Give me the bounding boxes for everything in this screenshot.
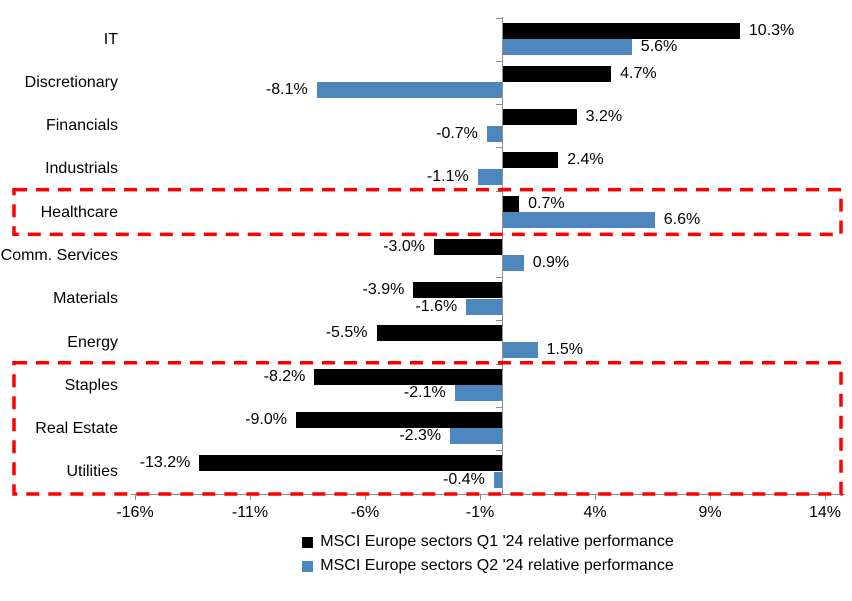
x-axis-label-16: -16% (116, 504, 154, 521)
bar-label-q1-financials: 3.2% (585, 108, 623, 126)
healthcare-highlight-box (12, 187, 843, 237)
y-axis-line (502, 17, 503, 494)
bar-label-q1-utilities: -13.2% (139, 454, 191, 472)
bar-q1-discretionary (503, 65, 612, 82)
bar-label-q1-it: 10.3% (748, 21, 795, 39)
y-axis-row-tick (496, 60, 503, 62)
bar-q2-real-estate (450, 428, 503, 445)
category-label-healthcare: Healthcare (40, 203, 118, 221)
category-label-discretionary: Discretionary (24, 73, 118, 91)
x-axis-line (131, 494, 845, 495)
bar-label-q1-healthcare: 0.7% (528, 194, 565, 212)
bar-label-q2-staples: -2.1% (403, 384, 446, 402)
category-label-energy: Energy (67, 333, 118, 351)
bar-label-q2-materials: -1.6% (415, 297, 458, 315)
bar-label-q1-real-estate: -9.0% (245, 410, 287, 428)
x-axis-tick-16 (135, 494, 136, 500)
bar-q2-industrials (477, 168, 503, 185)
bar-label-q2-real-estate: -2.3% (399, 427, 442, 445)
y-axis-row-tick (496, 17, 503, 19)
x-axis-tick-14 (825, 494, 826, 500)
bar-label-q1-energy: -5.5% (325, 324, 368, 342)
x-axis-label-9: 9% (698, 504, 722, 521)
bar-label-q1-industrials: 2.4% (567, 151, 604, 169)
bar-label-q2-it: 5.6% (640, 38, 678, 55)
y-axis-row-tick (496, 147, 503, 149)
legend-item-q2: MSCI Europe sectors Q2 '24 relative perf… (302, 557, 674, 575)
bar-q1-staples (314, 368, 503, 385)
bar-q2-comm-services (503, 255, 524, 272)
x-axis-label-14: 14% (808, 504, 842, 521)
bar-q2-energy (503, 341, 538, 358)
bar-label-q2-discretionary: -8.1% (265, 81, 308, 99)
bar-q1-energy (376, 325, 503, 342)
x-axis-tick-1 (480, 494, 481, 500)
bar-label-q2-healthcare: 6.6% (663, 211, 701, 229)
x-axis-tick-6 (365, 494, 366, 500)
x-axis-tick-11 (250, 494, 251, 500)
x-axis-label-6: -6% (350, 504, 380, 521)
bar-q1-real-estate (296, 411, 503, 428)
x-axis-label-1: -1% (465, 504, 495, 521)
category-label-comm-services: Comm. Services (0, 246, 118, 264)
bar-q1-industrials (503, 152, 559, 169)
category-label-financials: Financials (45, 117, 118, 135)
legend-label-q1: MSCI Europe sectors Q1 '24 relative perf… (320, 533, 674, 550)
bar-q1-utilities (199, 455, 503, 472)
bar-q1-it (503, 22, 740, 39)
bar-q2-financials (486, 125, 503, 142)
category-label-utilities: Utilities (66, 463, 118, 481)
bar-q2-staples (454, 385, 503, 402)
x-axis-tick-9 (710, 494, 711, 500)
bar-q2-healthcare (503, 212, 655, 229)
bar-q2-discretionary (316, 82, 503, 99)
bar-q1-comm-services (434, 238, 503, 255)
legend-swatch-q1-icon (302, 536, 314, 548)
bar-q2-materials (466, 298, 503, 315)
x-axis-label-11: -11% (231, 504, 269, 521)
bar-q2-it (503, 39, 632, 55)
y-axis-row-tick (496, 320, 503, 322)
legend-label-q2: MSCI Europe sectors Q2 '24 relative perf… (320, 557, 674, 574)
category-label-industrials: Industrials (45, 160, 118, 178)
category-label-it: IT (103, 30, 118, 48)
x-axis-tick-4 (595, 494, 596, 500)
bar-label-q1-materials: -3.9% (362, 281, 405, 299)
y-axis-row-tick (496, 104, 503, 106)
category-label-materials: Materials (53, 290, 118, 308)
bar-q1-materials (413, 282, 503, 299)
x-axis-label-4: 4% (583, 504, 607, 521)
bar-q1-healthcare (503, 195, 520, 212)
category-label-real-estate: Real Estate (35, 420, 118, 438)
bar-label-q2-energy: 1.5% (546, 340, 583, 358)
legend: MSCI Europe sectors Q1 '24 relative perf… (131, 533, 845, 575)
bar-label-q2-industrials: -1.1% (426, 167, 469, 185)
bar-label-q2-comm-services: 0.9% (532, 254, 570, 272)
bar-label-q1-comm-services: -3.0% (383, 237, 425, 255)
bar-label-q2-utilities: -0.4% (443, 470, 485, 488)
legend-item-q1: MSCI Europe sectors Q1 '24 relative perf… (302, 533, 674, 551)
bar-label-q1-staples: -8.2% (263, 367, 306, 385)
legend-swatch-q2-icon (302, 560, 314, 572)
category-label-staples: Staples (64, 376, 118, 394)
bar-q1-financials (503, 109, 577, 126)
bar-label-q1-discretionary: 4.7% (620, 64, 657, 82)
y-axis-row-tick (496, 277, 503, 279)
bar-label-q2-financials: -0.7% (436, 124, 478, 142)
